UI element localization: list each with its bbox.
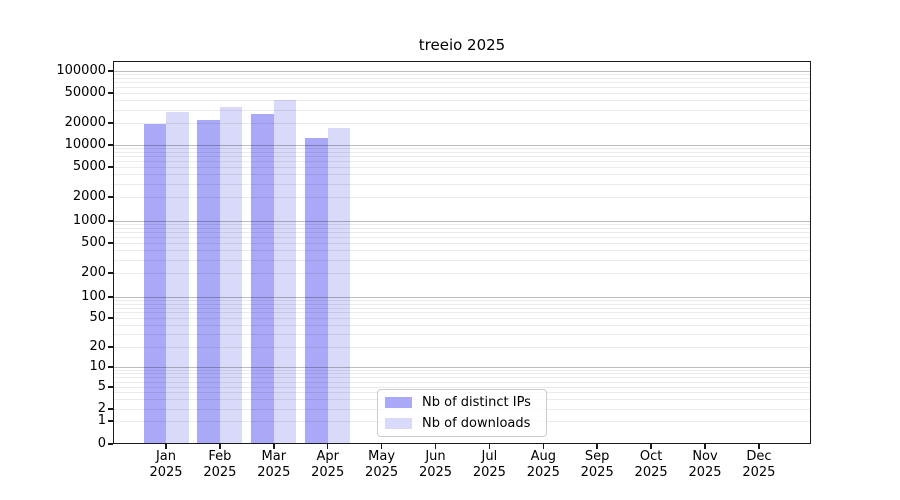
y-tick-label-2: 2: [97, 401, 106, 416]
y-tick-1: [108, 420, 113, 422]
x-tick-label-sep: Sep 2025: [580, 449, 614, 480]
y-tick-20000: [108, 122, 113, 124]
x-tick-label-may: May 2025: [365, 449, 399, 480]
y-tick-100000: [108, 70, 113, 72]
y-tick-label-100: 100: [81, 289, 106, 304]
x-tick-label-jul: Jul 2025: [472, 449, 506, 480]
bar-distinct-ips-jan: [143, 123, 166, 444]
y-tick-label-50000: 50000: [64, 85, 106, 100]
y-tick-label-0: 0: [97, 436, 106, 451]
x-tick-label-mar: Mar 2025: [257, 449, 291, 480]
legend-label-distinct-ips: Nb of distinct IPs: [422, 395, 531, 411]
bar-downloads-jan: [166, 111, 189, 444]
y-tick-label-200: 200: [81, 265, 106, 280]
plot-area: Nb of distinct IPs Nb of downloads: [113, 61, 811, 444]
x-tick-oct: [650, 444, 652, 449]
y-tick-500: [108, 242, 113, 244]
bars-layer: [113, 61, 811, 444]
x-tick-label-dec: Dec 2025: [742, 449, 776, 480]
y-tick-label-1000: 1000: [72, 213, 106, 228]
y-tick-label-1: 1: [97, 413, 106, 428]
x-tick-mar: [273, 444, 275, 449]
y-tick-label-5: 5: [97, 379, 106, 394]
x-tick-feb: [219, 444, 221, 449]
x-tick-label-nov: Nov 2025: [688, 449, 722, 480]
y-tick-label-10: 10: [89, 359, 106, 374]
y-tick-label-500: 500: [81, 235, 106, 250]
x-tick-sep: [596, 444, 598, 449]
y-tick-50: [108, 317, 113, 319]
x-tick-nov: [704, 444, 706, 449]
legend-swatch-distinct-ips: [385, 397, 412, 409]
x-tick-label-aug: Aug 2025: [526, 449, 560, 480]
x-tick-jun: [434, 444, 437, 449]
y-tick-2000: [108, 196, 113, 198]
legend: Nb of distinct IPs Nb of downloads: [377, 389, 547, 437]
y-tick-0: [108, 443, 113, 445]
y-tick-label-2000: 2000: [72, 189, 106, 204]
legend-entry-distinct-ips: Nb of distinct IPs: [385, 394, 539, 412]
y-tick-5000: [108, 166, 113, 168]
y-tick-20: [108, 346, 113, 348]
x-tick-label-feb: Feb 2025: [203, 449, 237, 480]
x-tick-jul: [488, 444, 491, 449]
y-tick-100: [108, 296, 113, 298]
bar-downloads-apr: [327, 128, 351, 444]
y-tick-label-5000: 5000: [72, 159, 106, 174]
x-tick-label-apr: Apr 2025: [311, 449, 345, 480]
y-tick-2: [108, 408, 113, 410]
y-tick-5: [108, 386, 113, 388]
y-tick-label-50: 50: [89, 310, 106, 325]
y-tick-10000: [108, 144, 113, 146]
bar-downloads-mar: [273, 99, 297, 444]
x-tick-may: [380, 444, 383, 449]
x-tick-label-oct: Oct 2025: [634, 449, 668, 480]
bar-downloads-feb: [219, 106, 243, 444]
y-tick-label-10000: 10000: [64, 137, 106, 152]
bar-distinct-ips-mar: [251, 114, 274, 444]
x-tick-dec: [758, 444, 760, 449]
bar-distinct-ips-apr: [305, 138, 328, 444]
y-tick-10: [108, 366, 113, 368]
x-tick-jan: [165, 444, 167, 449]
legend-entry-downloads: Nb of downloads: [385, 415, 539, 433]
legend-swatch-downloads: [385, 417, 412, 429]
bar-distinct-ips-feb: [197, 119, 220, 444]
x-tick-apr: [326, 444, 329, 449]
y-tick-label-20: 20: [89, 339, 106, 354]
y-tick-50000: [108, 92, 113, 94]
y-tick-label-20000: 20000: [64, 115, 106, 130]
y-tick-1000: [108, 220, 113, 222]
x-tick-label-jun: Jun 2025: [418, 449, 453, 480]
x-tick-label-jan: Jan 2025: [149, 449, 183, 480]
legend-label-downloads: Nb of downloads: [422, 415, 531, 431]
y-tick-label-100000: 100000: [56, 63, 106, 78]
chart-title: treeio 2025: [418, 36, 506, 54]
x-tick-aug: [542, 444, 545, 449]
y-tick-200: [108, 272, 113, 274]
